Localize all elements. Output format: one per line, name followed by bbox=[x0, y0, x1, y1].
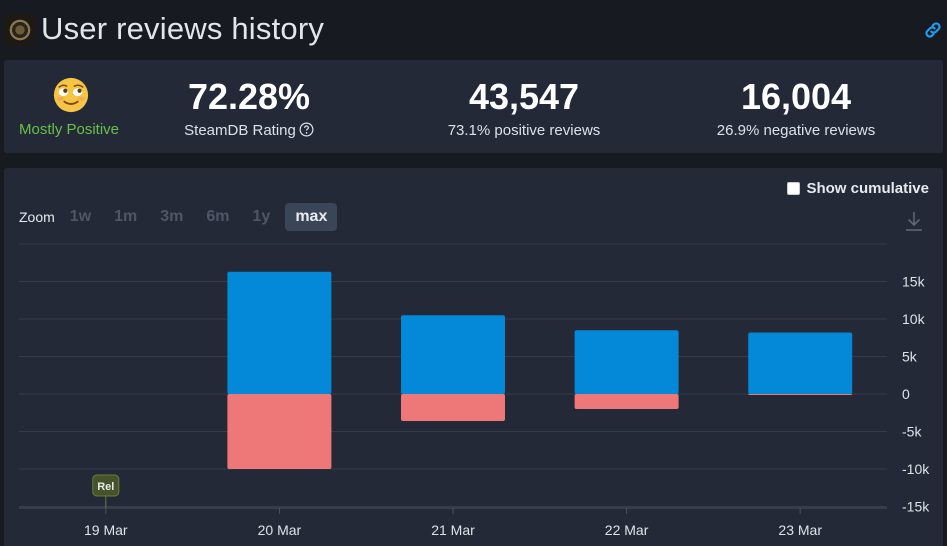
negative-caption: 26.9% negative reviews bbox=[716, 122, 876, 139]
show-cumulative-toggle[interactable]: Show cumulative bbox=[787, 180, 929, 197]
reviews-chart-panel: Show cumulative Zoom 1w 1m 3m 6m 1y max … bbox=[4, 168, 943, 546]
zoom-1w-button[interactable]: 1w bbox=[69, 208, 92, 225]
rating-label: Mostly Positive bbox=[18, 121, 120, 138]
page-title: User reviews history bbox=[41, 11, 325, 46]
y-tick-label: -5k bbox=[902, 424, 922, 440]
x-tick-label: 22 Mar bbox=[605, 522, 649, 538]
negative-bar bbox=[748, 394, 853, 395]
positive-bar bbox=[227, 271, 332, 394]
smiling-face-emoji-icon bbox=[53, 77, 89, 113]
cumulative-label: Show cumulative bbox=[806, 180, 929, 197]
negative-bar bbox=[401, 394, 505, 421]
negative-bar bbox=[574, 394, 679, 409]
download-icon[interactable] bbox=[905, 210, 923, 232]
reviews-bar-chart: 15k 10k 5k 0 -5k -10k -15k 19 Mar 20 Mar 21 Mar 22… bbox=[19, 243, 930, 538]
y-tick-label: 0 bbox=[902, 386, 910, 402]
x-tick-label: 19 Mar bbox=[84, 522, 128, 538]
positive-bar bbox=[574, 330, 679, 394]
zoom-label: Zoom bbox=[19, 209, 55, 225]
help-icon[interactable] bbox=[299, 122, 314, 137]
review-summary: Mostly Positive 72.28% SteamDB Rating 43… bbox=[4, 60, 943, 153]
x-tick-label: 23 Mar bbox=[778, 522, 822, 538]
rating-value: 72.28% bbox=[187, 76, 311, 117]
y-tick-label: 15k bbox=[902, 274, 926, 290]
release-marker bbox=[92, 474, 120, 497]
zoom-1y-button[interactable]: 1y bbox=[252, 208, 271, 225]
steamdb-rating-stat: 72.28% SteamDB Rating bbox=[159, 78, 339, 139]
negative-count: 16,004 bbox=[740, 76, 852, 117]
y-tick-label: -15k bbox=[902, 499, 930, 515]
positive-count: 43,547 bbox=[468, 76, 580, 117]
zoom-1m-button[interactable]: 1m bbox=[114, 208, 138, 225]
positive-bar bbox=[748, 332, 853, 394]
zoom-6m-button[interactable]: 6m bbox=[206, 208, 230, 225]
x-tick-label: 20 Mar bbox=[258, 522, 302, 538]
positive-bar bbox=[401, 315, 505, 394]
page-header: User reviews history bbox=[0, 0, 947, 60]
y-tick-label: 10k bbox=[902, 311, 926, 327]
rating-caption: SteamDB Rating bbox=[159, 122, 339, 139]
zoom-max-button[interactable]: max bbox=[285, 203, 338, 231]
rating-caption-text: SteamDB Rating bbox=[184, 122, 296, 139]
negative-bar bbox=[227, 394, 332, 469]
x-tick-label: 21 Mar bbox=[431, 522, 475, 538]
zoom-controls: Zoom 1w 1m 3m 6m 1y max bbox=[19, 203, 344, 231]
link-icon[interactable] bbox=[923, 20, 943, 40]
positive-reviews-stat: 43,547 73.1% positive reviews bbox=[414, 76, 634, 140]
cumulative-checkbox[interactable] bbox=[787, 182, 801, 195]
zoom-3m-button[interactable]: 3m bbox=[160, 208, 184, 225]
release-marker-label: Rel bbox=[97, 481, 114, 493]
negative-reviews-stat: 16,004 26.9% negative reviews bbox=[676, 76, 916, 140]
positive-caption: 73.1% positive reviews bbox=[447, 122, 601, 139]
y-tick-label: 5k bbox=[902, 349, 918, 365]
y-tick-label: -10k bbox=[902, 461, 930, 477]
game-logo-icon bbox=[4, 14, 36, 46]
